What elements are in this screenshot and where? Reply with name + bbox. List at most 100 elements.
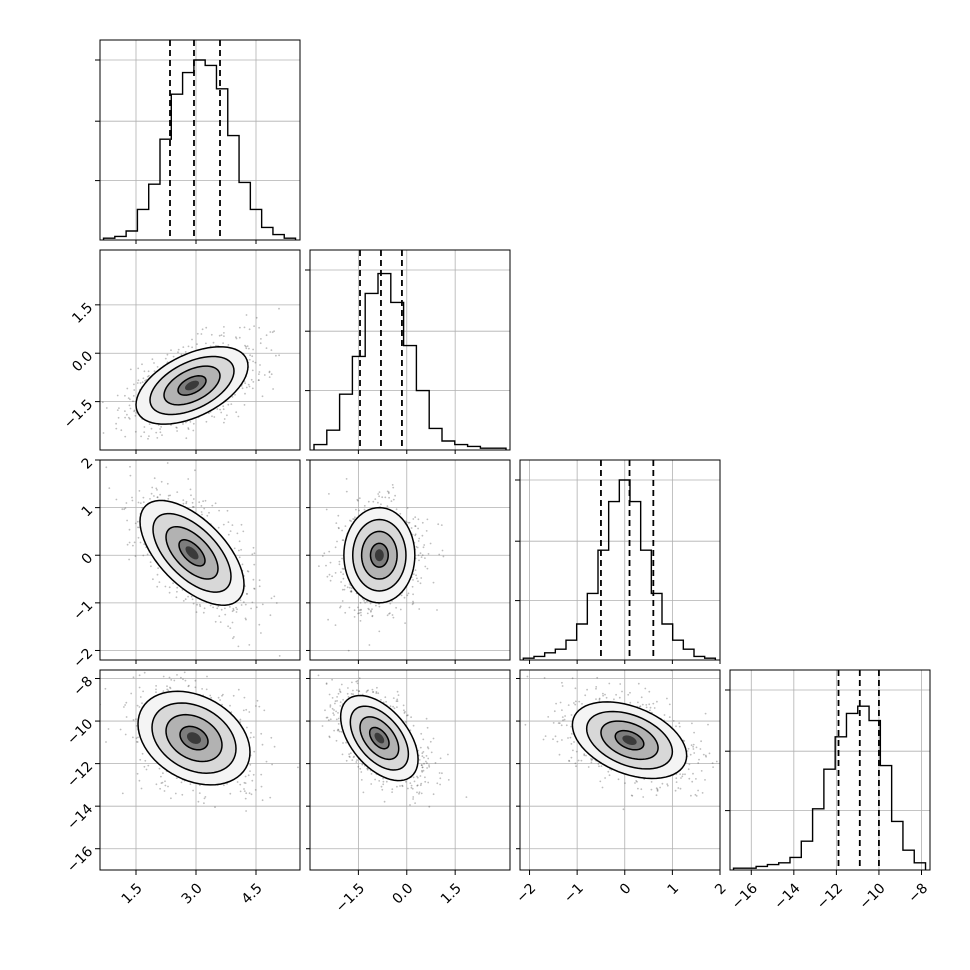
scatter-point — [336, 540, 338, 543]
scatter-point — [413, 780, 416, 783]
scatter-point — [248, 792, 251, 795]
scatter-point — [645, 704, 648, 706]
scatter-point — [117, 416, 120, 419]
scatter-point — [232, 637, 234, 640]
scatter-point — [194, 469, 196, 472]
scatter-point — [93, 671, 95, 673]
scatter-point — [134, 430, 137, 433]
scatter-point — [417, 580, 419, 583]
scatter-point — [339, 701, 342, 703]
scatter-point — [347, 649, 350, 652]
scatter-point — [407, 592, 410, 595]
scatter-point — [247, 774, 250, 777]
scatter-point — [129, 465, 131, 468]
scatter-point — [147, 437, 149, 440]
scatter-point — [424, 557, 426, 559]
scatter-point — [352, 518, 354, 520]
scatter-point — [123, 706, 125, 708]
scatter-point — [119, 728, 122, 731]
scatter-point — [350, 693, 353, 695]
scatter-point — [416, 784, 419, 787]
scatter-point — [375, 691, 378, 693]
scatter-point — [162, 772, 164, 775]
scatter-point — [192, 789, 195, 792]
scatter-point — [328, 493, 330, 495]
scatter-point — [381, 496, 384, 499]
scatter-point — [202, 500, 205, 503]
scatter-point — [205, 688, 208, 691]
scatter-point — [166, 462, 169, 464]
scatter-point — [337, 723, 340, 725]
scatter-point — [338, 560, 341, 563]
scatter-point — [577, 759, 580, 762]
scatter-point — [182, 423, 184, 425]
scatter-point — [342, 573, 345, 575]
scatter-point — [219, 621, 222, 623]
scatter-point — [138, 779, 141, 782]
scatter-point — [164, 357, 167, 360]
scatter-point — [269, 614, 272, 617]
panel-bg — [100, 40, 300, 240]
scatter-point — [363, 508, 366, 511]
pair-panel-1-2 — [309, 459, 511, 661]
scatter-point — [384, 496, 387, 499]
scatter-point — [636, 780, 638, 783]
scatter-point — [229, 606, 231, 608]
scatter-point — [325, 682, 328, 685]
scatter-point — [217, 526, 220, 529]
scatter-point — [370, 783, 373, 785]
pair-panel-0-2 — [99, 459, 301, 661]
scatter-point — [148, 435, 150, 437]
scatter-point — [259, 364, 261, 366]
scatter-point — [222, 693, 224, 696]
scatter-point — [124, 410, 126, 412]
scatter-point — [410, 784, 413, 787]
scatter-point — [125, 716, 128, 718]
panel-frame — [99, 459, 301, 661]
panel-content — [310, 460, 510, 660]
scatter-point — [227, 344, 230, 346]
scatter-point — [172, 582, 175, 585]
contour-line-3 — [339, 694, 419, 782]
scatter-point — [137, 367, 140, 370]
scatter-point — [133, 389, 136, 391]
scatter-point — [357, 765, 360, 768]
scatter-point — [135, 741, 138, 743]
scatter-point — [247, 570, 250, 573]
scatter-point — [130, 692, 133, 695]
scatter-point — [344, 584, 346, 587]
scatter-point — [436, 609, 438, 611]
scatter-point — [366, 665, 368, 667]
scatter-point — [143, 370, 146, 373]
scatter-point — [422, 769, 425, 772]
scatter-point — [347, 696, 350, 698]
scatter-point — [241, 563, 244, 566]
scatter-point — [139, 502, 142, 504]
scatter-point — [378, 605, 381, 608]
scatter-point — [125, 502, 128, 504]
scatter-point — [182, 600, 185, 602]
scatter-point — [395, 606, 397, 609]
scatter-point — [423, 756, 425, 759]
scatter-point — [156, 496, 159, 499]
scatter-point — [123, 508, 126, 511]
contour-line-3 — [343, 506, 416, 604]
scatter-point — [180, 353, 183, 356]
scatter-point — [567, 737, 569, 739]
scatter-point — [142, 554, 145, 557]
scatter-point — [209, 694, 212, 697]
scatter-point — [223, 332, 225, 334]
scatter-point — [414, 802, 416, 804]
scatter-point — [258, 585, 261, 588]
scatter-point — [356, 498, 359, 501]
scatter-point — [629, 691, 631, 694]
scatter-point — [585, 754, 587, 757]
scatter-point — [332, 712, 335, 715]
scatter-point — [278, 307, 280, 310]
scatter-point — [341, 567, 344, 570]
scatter-point — [426, 567, 429, 570]
scatter-point — [428, 765, 431, 768]
scatter-point — [218, 509, 221, 512]
scatter-point — [248, 358, 251, 361]
scatter-point — [412, 724, 415, 727]
